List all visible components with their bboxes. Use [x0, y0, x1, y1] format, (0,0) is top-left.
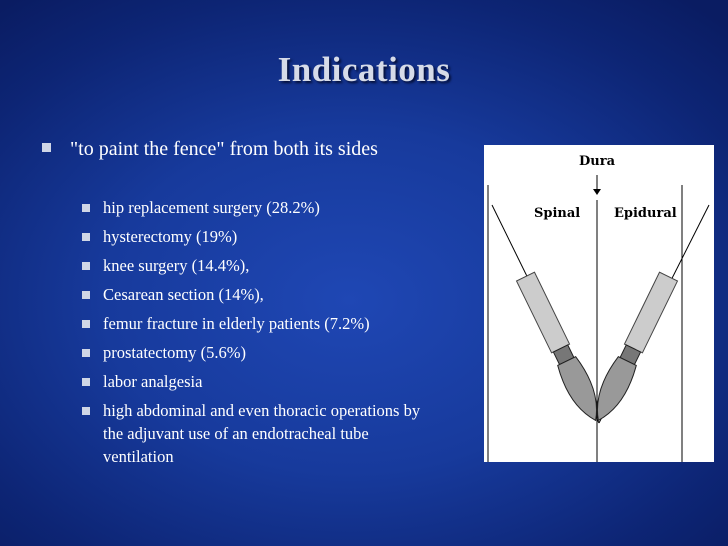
sub-bullet: labor analgesia	[82, 370, 423, 393]
sub-bullet: Cesarean section (14%),	[82, 283, 423, 306]
figure-label: Spinal	[534, 206, 580, 221]
sub-bullet: femur fracture in elderly patients (7.2%…	[82, 312, 423, 335]
slide-title: Indications	[277, 50, 451, 89]
sub-bullet: hip replacement surgery (28.2%)	[82, 196, 423, 219]
figure: Dura Spinal Epidural	[484, 145, 714, 462]
figure-label: Dura	[579, 154, 616, 169]
sub-bullet-list: hip replacement surgery (28.2%) hysterect…	[82, 196, 423, 474]
sub-bullet: knee surgery (14.4%),	[82, 254, 423, 277]
sub-bullet: hysterectomy (19%)	[82, 225, 423, 248]
sub-bullet: prostatectomy (5.6%)	[82, 341, 423, 364]
sub-bullet: high abdominal and even thoracic operati…	[82, 399, 423, 468]
bullet-marker	[42, 143, 51, 152]
figure-label: Epidural	[614, 206, 677, 221]
bullet: "to paint the fence" from both its sides	[70, 138, 378, 160]
